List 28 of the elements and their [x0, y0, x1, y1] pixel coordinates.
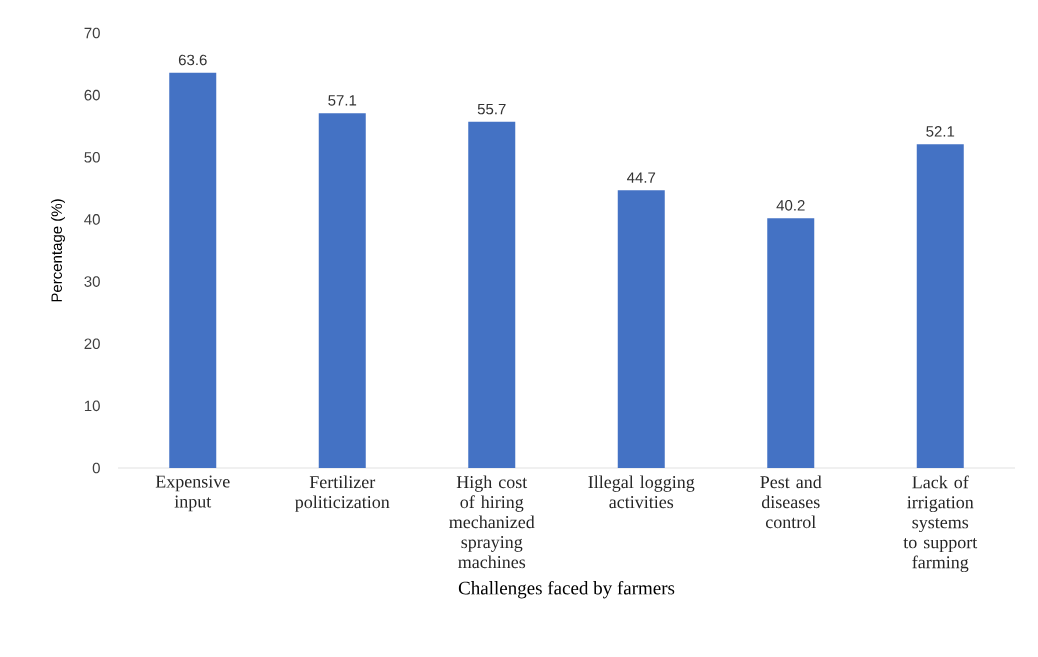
data-label: 63.6	[178, 54, 207, 66]
bar	[468, 121, 516, 468]
x-tick-label: Expensive input	[155, 475, 230, 512]
data-label: 40.2	[776, 200, 805, 211]
data-label: 52.1	[926, 126, 955, 137]
x-tick-label: High cost of hiring mechanized spraying machines	[449, 475, 535, 569]
x-tick-label: Lack of irrigation systems to support farming	[903, 475, 978, 573]
y-tick-label: 10	[84, 400, 100, 412]
y-tick-label: 50	[84, 151, 100, 163]
data-label: 57.1	[328, 95, 357, 106]
bar	[617, 190, 665, 468]
y-tick-label: 40	[84, 214, 100, 225]
x-tick-label: Illegal logging activities	[588, 475, 695, 509]
y-tick-label: 70	[84, 27, 100, 39]
bar	[767, 218, 815, 468]
bar	[916, 144, 964, 468]
y-tick-label: 30	[84, 276, 100, 287]
bar	[318, 113, 366, 468]
y-tick-label: 0	[92, 462, 100, 474]
x-axis-title: Challenges faced by farmers	[458, 580, 675, 599]
bar	[169, 72, 217, 468]
y-tick-label: 20	[84, 338, 100, 350]
y-tick-label: 60	[84, 89, 100, 101]
y-axis-title: Percentage (%)	[50, 199, 65, 302]
x-tick-label: Fertilizer politicization	[295, 475, 390, 512]
x-tick-label: Pest and diseases control	[760, 475, 822, 529]
data-label: 44.7	[627, 172, 656, 183]
data-label: 55.7	[477, 103, 506, 115]
